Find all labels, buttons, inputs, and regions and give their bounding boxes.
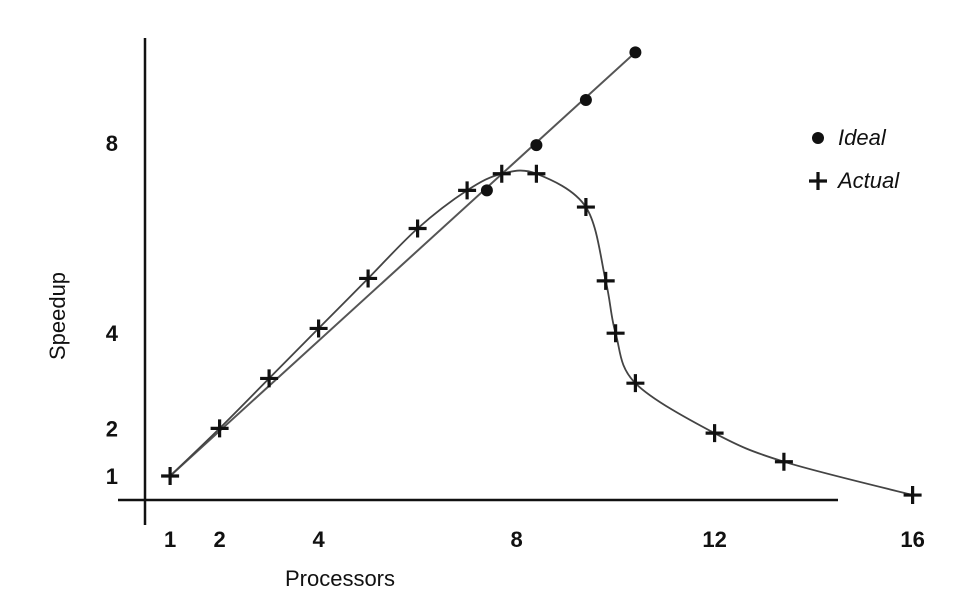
ideal-point: [480, 184, 493, 197]
actual-point: [705, 424, 724, 443]
legend-actual-marker: [809, 172, 827, 190]
legend-label: Ideal: [838, 125, 887, 150]
ideal-point: [579, 93, 592, 106]
legend-label: Actual: [836, 168, 900, 193]
y-tick-label: 8: [106, 131, 118, 156]
ideal-line: [169, 51, 637, 477]
actual-point: [260, 369, 279, 388]
actual-point: [309, 319, 328, 338]
marker-layer: [161, 46, 922, 505]
legend-ideal-marker: [812, 132, 824, 144]
y-tick-label: 2: [106, 416, 118, 441]
y-axis-title: Speedup: [45, 272, 70, 360]
actual-point: [492, 164, 511, 183]
y-tick-label: 1: [106, 464, 118, 489]
x-tick-label: 12: [702, 527, 726, 552]
actual-point: [161, 467, 180, 485]
x-tick-label: 2: [213, 527, 225, 552]
legend: Ideal Actual: [809, 125, 900, 193]
actual-point: [359, 269, 378, 288]
x-axis-title: Processors: [285, 566, 395, 591]
actual-point: [774, 452, 793, 471]
x-tick-label: 8: [510, 527, 522, 552]
actual-point: [210, 419, 229, 438]
ideal-point: [530, 139, 543, 152]
actual-point: [606, 324, 625, 343]
actual-point: [527, 164, 546, 183]
axes-layer: [118, 38, 838, 525]
y-tick-label: 4: [106, 321, 119, 346]
x-tick-label: 16: [900, 527, 924, 552]
actual-point: [596, 271, 615, 290]
actual-curve: [169, 169, 913, 496]
curve-layer: [169, 51, 913, 496]
x-tick-label: 1: [164, 527, 176, 552]
actual-point: [576, 198, 595, 217]
x-tick-label: 4: [312, 527, 325, 552]
actual-point: [408, 219, 427, 238]
ideal-point: [629, 46, 642, 59]
actual-point: [903, 486, 922, 505]
actual-point: [626, 374, 645, 393]
actual-point: [458, 181, 477, 200]
